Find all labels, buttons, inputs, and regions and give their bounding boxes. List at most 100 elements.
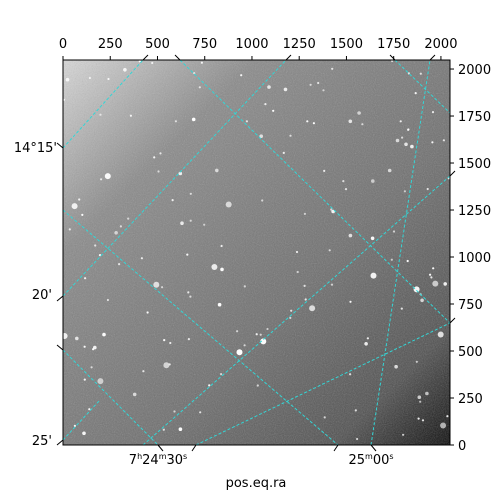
star (217, 302, 222, 307)
star (296, 270, 299, 274)
star (83, 378, 86, 381)
x-tick-label: 750 (192, 37, 217, 52)
star (159, 152, 162, 155)
star (173, 410, 176, 413)
star (429, 273, 432, 276)
star (220, 373, 223, 376)
x-tick-label: 1500 (330, 37, 363, 52)
star (392, 230, 396, 233)
star (437, 331, 444, 338)
star (342, 180, 345, 183)
y-tick-label: 1750 (458, 110, 491, 125)
star (399, 120, 402, 123)
star (419, 72, 422, 75)
star (370, 236, 375, 241)
star (348, 233, 353, 238)
star (401, 136, 404, 139)
star (400, 307, 403, 310)
star (390, 258, 393, 261)
star (191, 117, 196, 122)
star (215, 168, 219, 173)
grid-line (142, 175, 450, 445)
star (304, 298, 307, 301)
star (225, 201, 232, 208)
star (81, 213, 84, 216)
star (199, 411, 202, 414)
star (88, 76, 91, 80)
star (102, 332, 106, 337)
star (407, 128, 410, 131)
star (322, 89, 325, 92)
star (431, 141, 434, 144)
x-tick-label: 250 (98, 37, 123, 52)
grid-line (195, 322, 450, 445)
star (282, 151, 285, 154)
dec-tick-label-1: 14°15' (14, 141, 57, 156)
star (106, 298, 109, 302)
star (289, 316, 292, 319)
star (261, 199, 264, 202)
star (348, 119, 353, 124)
star (82, 431, 86, 436)
y-tick-label: 250 (458, 392, 483, 407)
star (402, 433, 405, 436)
star (432, 280, 439, 287)
dec-tick-label-2: 20' (32, 288, 52, 303)
star (187, 291, 190, 294)
grid-line (63, 399, 101, 441)
star (208, 384, 211, 387)
star (366, 337, 369, 340)
star (63, 98, 66, 101)
star (153, 281, 160, 288)
star (220, 267, 224, 272)
star (189, 192, 192, 195)
y-tick-label: 0 (458, 439, 466, 454)
y-tick-label: 1250 (458, 204, 491, 219)
star (309, 83, 312, 86)
star (189, 295, 192, 298)
x-tick-label: 1250 (283, 37, 316, 52)
star (169, 341, 172, 345)
star (260, 338, 267, 345)
star (211, 264, 218, 270)
star (100, 178, 103, 181)
star (157, 170, 160, 173)
star (203, 223, 206, 226)
coordinate-grid (63, 60, 450, 445)
x-tick-label: 2000 (424, 37, 457, 52)
star (323, 416, 326, 419)
star (259, 333, 262, 336)
star (289, 134, 292, 137)
star (303, 284, 306, 287)
star (243, 344, 246, 347)
star (163, 339, 166, 342)
grid-line (63, 349, 159, 445)
star (119, 225, 122, 228)
y-tick-label: 1000 (458, 251, 491, 266)
star (178, 427, 183, 432)
x-tick-label: 1000 (235, 37, 268, 52)
ra-tick-label-1: 7h24m30s (129, 452, 187, 468)
star (163, 362, 170, 369)
x-axis-label: pos.eq.ra (226, 476, 287, 491)
star (243, 285, 246, 288)
star (129, 114, 132, 117)
star (193, 72, 196, 75)
dec-tick-label-3: 25' (32, 434, 52, 449)
star (162, 428, 165, 431)
star (309, 305, 316, 312)
star (174, 120, 177, 123)
star (78, 198, 81, 201)
star (236, 349, 243, 356)
star (303, 212, 306, 215)
image-area (63, 60, 450, 445)
star (361, 123, 364, 126)
star (200, 61, 203, 64)
star (442, 139, 445, 142)
star (421, 419, 425, 422)
y-axis-right: 0 250 500 750 1000 1250 1500 1750 2000 (450, 63, 491, 454)
star (71, 203, 78, 210)
star (349, 373, 352, 376)
star (425, 391, 429, 396)
